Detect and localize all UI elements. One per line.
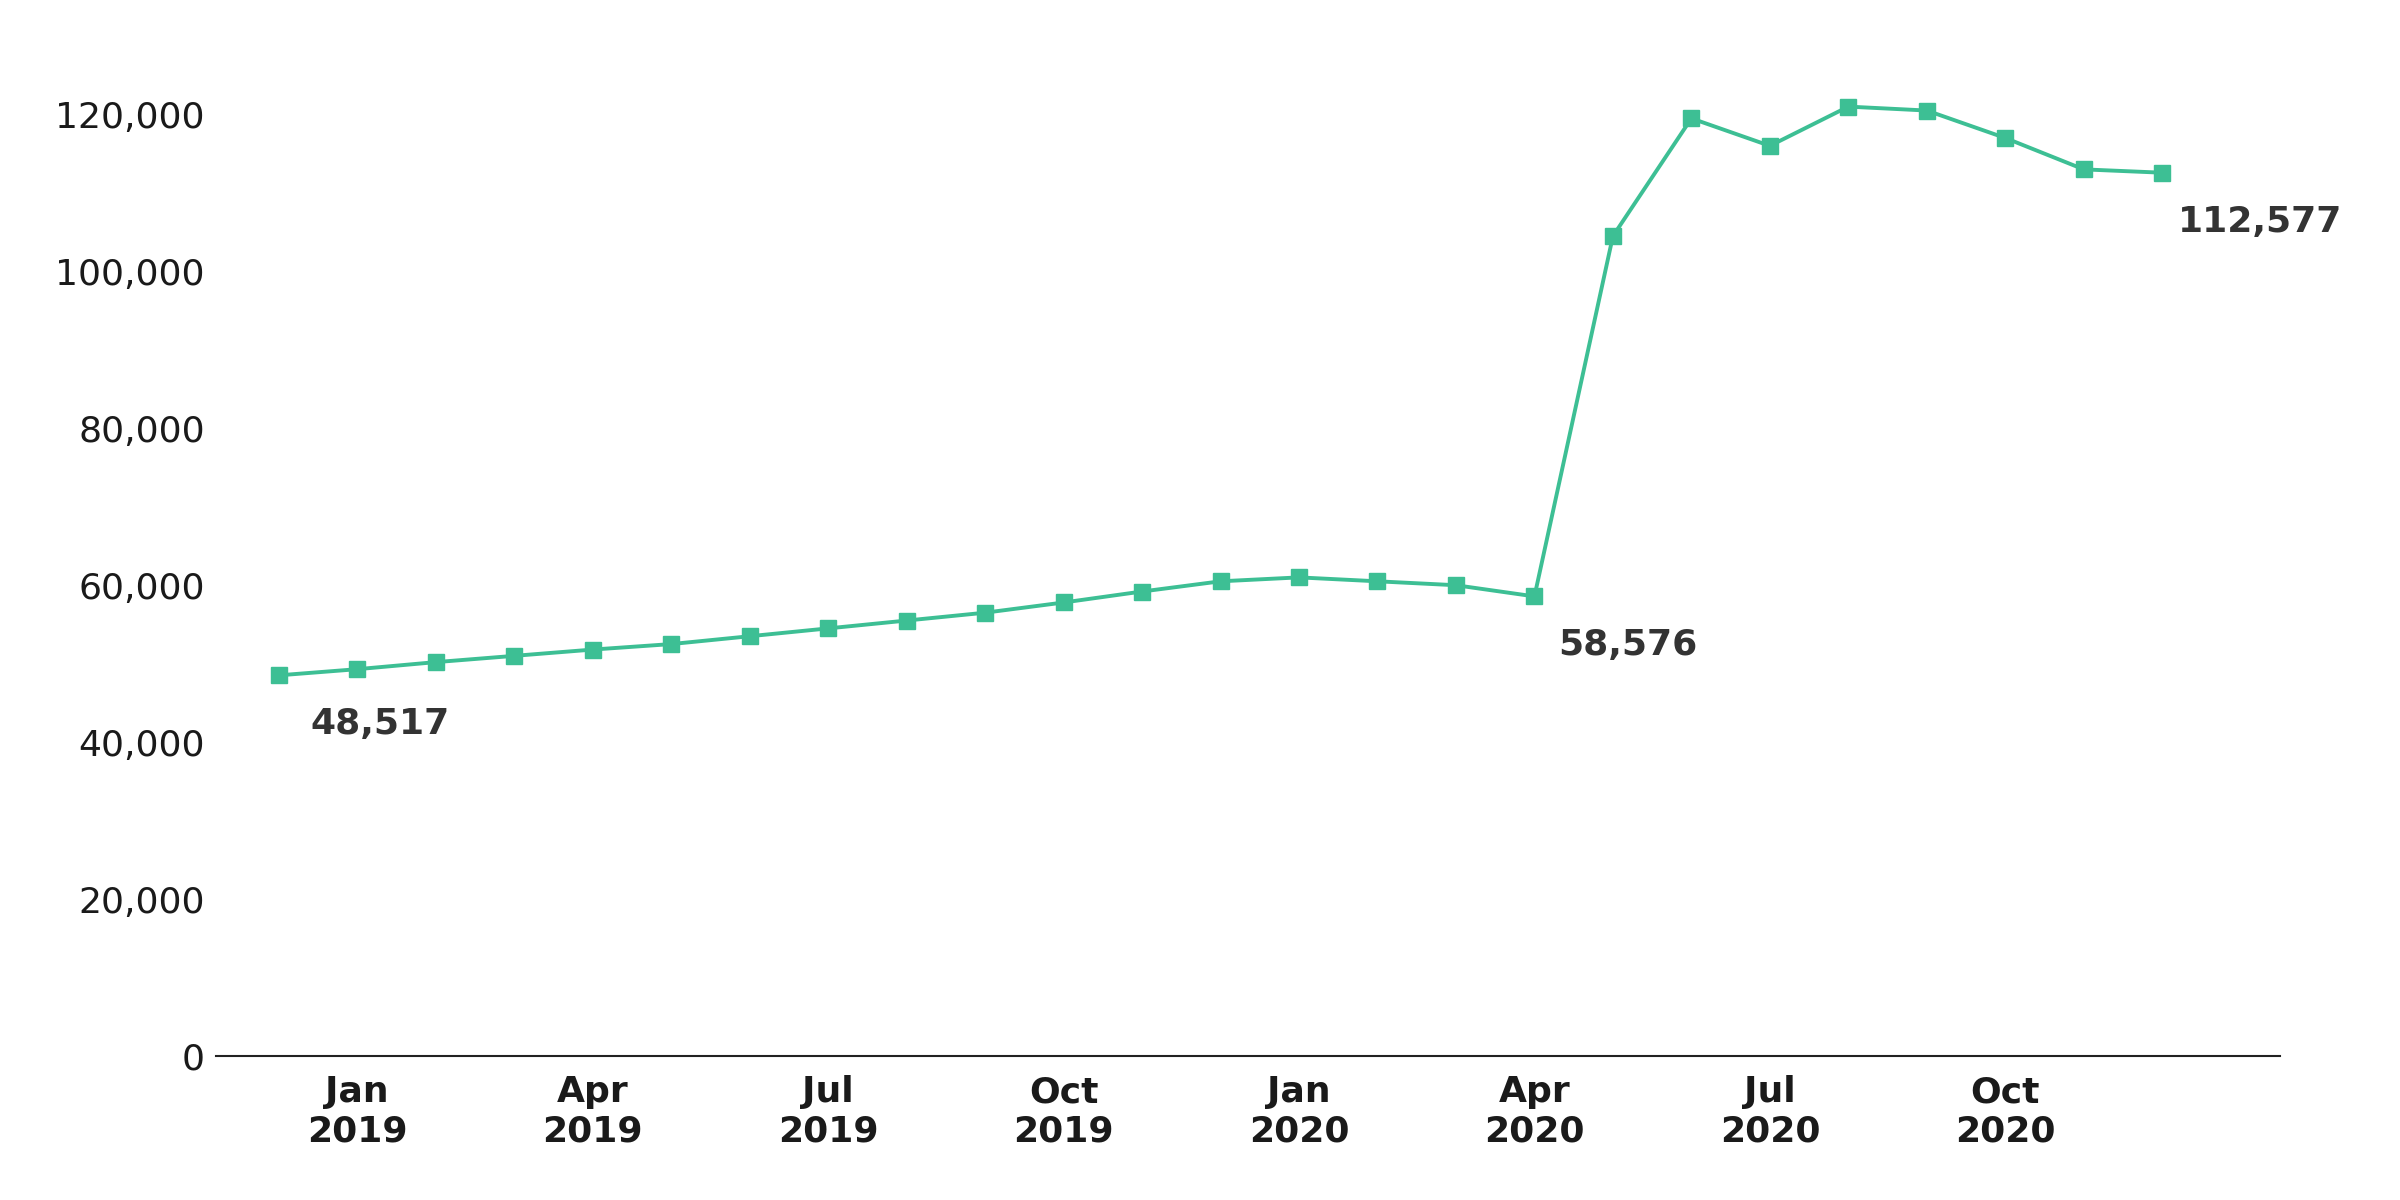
Text: 58,576: 58,576 bbox=[1558, 629, 1697, 662]
Text: 48,517: 48,517 bbox=[310, 707, 449, 740]
Text: 112,577: 112,577 bbox=[2177, 205, 2342, 239]
